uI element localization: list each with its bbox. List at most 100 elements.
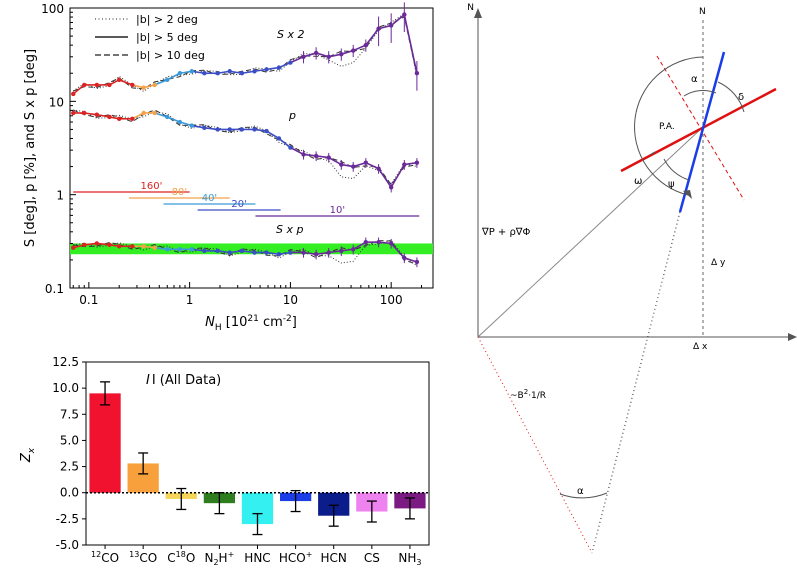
category-label: HCN — [321, 551, 347, 565]
series-Sp-dashed — [73, 240, 418, 265]
series-p-segment — [154, 112, 168, 118]
category-label: HNC — [244, 551, 270, 565]
delta-label: δ — [738, 92, 744, 103]
nh-dependence-plot: 160' 80' 40' 20' 10' 0.1 0.1 1 1 10 10 100 100 |b| … — [23, 2, 434, 333]
series-S-segment — [403, 14, 418, 74]
y-tick-label: 12.5 — [52, 355, 79, 369]
series-Sp-point — [215, 248, 220, 254]
series-p-point — [107, 114, 112, 120]
polarization-line — [678, 51, 726, 213]
series-p-point — [402, 162, 407, 167]
category-label: 12CO — [91, 550, 119, 565]
series-S-point — [116, 77, 122, 83]
series-p-point — [152, 110, 157, 116]
y-tick-label: 0.1 — [45, 282, 64, 296]
alpha-bottom-arc — [559, 492, 608, 499]
series-Sp-point — [264, 250, 269, 255]
series-p-point — [414, 160, 420, 165]
series-S-point — [264, 67, 269, 72]
field-line-normal — [656, 55, 745, 201]
series-Sp-point — [82, 242, 87, 248]
series-p-point — [189, 123, 194, 128]
x-tick-label: 100 — [380, 293, 403, 307]
dx-label: Δ x — [693, 342, 708, 352]
delta-arc — [717, 81, 745, 113]
legend-dashed-label: |b| > 10 deg — [136, 49, 205, 62]
series-Sp-point — [276, 252, 282, 257]
series-Sp-point — [351, 247, 356, 252]
series-Sp-point — [326, 250, 331, 255]
category-label: C18O — [167, 550, 195, 565]
series-S-point — [82, 82, 87, 88]
y-axis-arrowhead — [474, 8, 482, 18]
series-S-segment — [166, 72, 181, 81]
y-tick-label: 7.5 — [60, 407, 79, 421]
series-Sp-point — [313, 252, 319, 257]
series-S-point — [276, 65, 282, 70]
alpha-top-arc — [683, 89, 717, 97]
series-S-point — [351, 48, 356, 53]
series-S-point — [313, 50, 319, 56]
series-Sp-point — [288, 250, 293, 255]
series-p-point — [276, 136, 282, 141]
pa-label: P.A. — [659, 122, 675, 132]
series-p-point — [130, 116, 135, 121]
series-S-point — [288, 60, 293, 65]
category-label: 13CO — [129, 550, 157, 565]
series-Sp-point — [376, 239, 381, 245]
series-S-point — [227, 69, 232, 74]
series-S-segment — [365, 28, 380, 46]
n-axis-label: N — [467, 3, 474, 13]
series-S-segment — [290, 56, 304, 64]
series-p-segment — [290, 146, 304, 156]
series-S-point — [326, 54, 331, 60]
series-S-point — [252, 69, 257, 74]
y-tick-label: -5.0 — [56, 538, 79, 552]
series-S-point — [215, 71, 220, 76]
annotation-s-times-p: S x p — [276, 223, 303, 236]
series-p-point — [301, 152, 306, 157]
series-p-point — [351, 164, 356, 169]
x-axis-arrowhead — [788, 333, 797, 341]
bar — [318, 492, 350, 516]
series-p-point — [177, 119, 183, 125]
geometry-diagram: N N α δ P.A. ω ψ ∇P + ρ∇Φ Δ y Δ x ~B2·1/… — [467, 3, 797, 554]
series-S-point — [376, 26, 381, 31]
series-p-point — [339, 162, 344, 167]
n-line-label: N — [699, 7, 706, 17]
psi-arc — [663, 158, 690, 181]
series-Sp-point — [252, 250, 257, 255]
y-tick-label: 10 — [49, 95, 64, 109]
series-S-segment — [352, 44, 367, 52]
series-S-point — [301, 54, 306, 60]
series-S-segment — [390, 13, 405, 27]
series-p-point — [202, 125, 207, 131]
psi-label: ψ — [668, 179, 675, 190]
series-p-segment — [204, 127, 218, 131]
y-tick-label: 100 — [41, 2, 64, 16]
resolution-bar-label: 40' — [202, 193, 217, 204]
series-Sp-point — [71, 245, 76, 250]
series-S-point — [239, 71, 245, 76]
series-Sp-point — [130, 244, 135, 249]
category-label: N2H+ — [204, 550, 234, 567]
series-S-point — [189, 69, 194, 74]
series-Sp-point — [116, 244, 122, 249]
legend-dotted-label: |b| > 2 deg — [136, 13, 198, 26]
series-p-segment — [328, 156, 342, 166]
x-tick-label: 10 — [283, 293, 298, 307]
series-p-point — [326, 155, 331, 160]
series-p-point — [94, 112, 100, 117]
series-p-point — [388, 185, 394, 190]
series-S-point — [94, 82, 100, 88]
series-S-point — [388, 23, 394, 28]
plot2-ylabel: Zx — [19, 447, 37, 463]
series-p-dashed — [73, 109, 417, 186]
series-S-point — [141, 85, 146, 90]
category-label: HCO+ — [279, 550, 313, 565]
series-Sp-point — [202, 248, 207, 254]
y-tick-label: 5.0 — [60, 433, 79, 447]
resolution-bar-label: 160' — [141, 181, 163, 192]
series-p-segment — [278, 137, 291, 149]
